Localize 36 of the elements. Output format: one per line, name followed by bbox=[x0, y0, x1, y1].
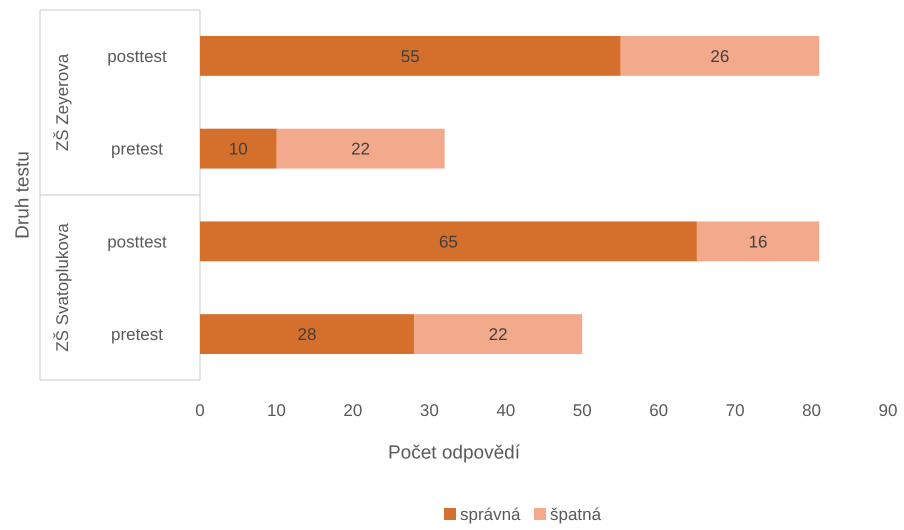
x-axis-title: Počet odpovědí bbox=[388, 442, 521, 464]
x-tick-label: 30 bbox=[420, 400, 439, 420]
bar bbox=[696, 221, 820, 262]
data-label: 55 bbox=[400, 46, 420, 66]
text: ZŠ Svatoplukova bbox=[52, 222, 72, 352]
data-label: 22 bbox=[351, 140, 370, 159]
x-tick-label: 50 bbox=[572, 400, 592, 420]
y-axis-title: Druh testu bbox=[12, 151, 34, 239]
legend-label: špatná bbox=[550, 504, 602, 524]
bar bbox=[276, 128, 445, 169]
bar bbox=[200, 128, 276, 169]
x-tick-label: 90 bbox=[878, 400, 898, 420]
data-label: 28 bbox=[298, 325, 316, 344]
data-label: 65 bbox=[438, 232, 458, 252]
y-tick-label: pretest bbox=[111, 140, 164, 159]
data-label: 22 bbox=[488, 325, 508, 344]
data-label: 16 bbox=[748, 232, 768, 252]
text: ZŠ Zeyerova bbox=[52, 53, 72, 152]
y-tick-label: posttest bbox=[107, 232, 168, 252]
x-tick-label: 0 bbox=[195, 400, 205, 420]
x-tick-label: 40 bbox=[496, 400, 516, 420]
bar bbox=[414, 314, 582, 354]
x-tick-label: 80 bbox=[802, 400, 822, 420]
legend-label: správná bbox=[460, 504, 522, 524]
bar bbox=[620, 36, 820, 76]
x-tick-label: 70 bbox=[726, 400, 745, 420]
bar bbox=[200, 36, 620, 76]
y-tick-label: pretest bbox=[111, 325, 164, 344]
x-tick-label: 20 bbox=[343, 400, 362, 420]
y-tick-label: posttest bbox=[107, 46, 168, 66]
bar bbox=[200, 221, 697, 262]
bar bbox=[200, 314, 414, 354]
x-tick-label: 10 bbox=[266, 400, 286, 420]
x-tick-label: 60 bbox=[649, 400, 668, 420]
data-label: 26 bbox=[710, 46, 730, 66]
data-label: 10 bbox=[228, 140, 248, 159]
